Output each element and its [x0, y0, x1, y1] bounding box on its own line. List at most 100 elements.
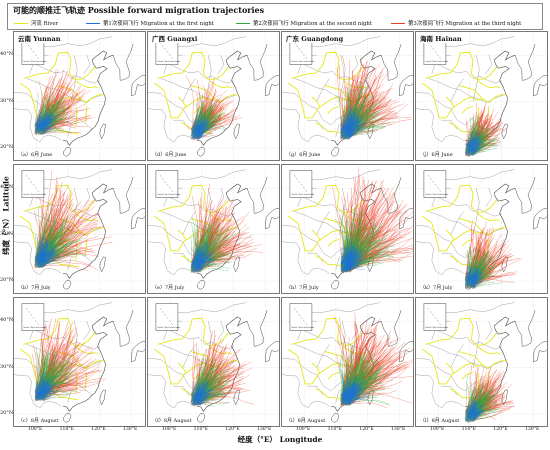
province-border: [307, 253, 324, 263]
lat-tick-label: 40°N: [0, 184, 14, 191]
panel-label: （a）6月 June: [17, 151, 54, 158]
lat-tick-label: 30°N: [0, 97, 14, 104]
river: [291, 51, 364, 80]
map-panel: South China Sea Islands 云南 Yunnan （a）6月 Ju…: [13, 31, 146, 161]
coastline: [380, 177, 402, 214]
river: [425, 317, 498, 346]
coastline: [112, 177, 134, 214]
lon-tick-label: 100°E: [27, 427, 43, 432]
province-border: [441, 253, 458, 263]
lat-tick-label: 40°N: [0, 51, 14, 58]
province-border: [316, 78, 330, 102]
trajectory-map: South China Sea Islands: [282, 32, 413, 160]
trajectory-night1: [465, 130, 486, 157]
province-border: [83, 55, 91, 74]
river: [458, 217, 483, 233]
river: [288, 348, 373, 385]
trajectory-night1: [190, 378, 218, 406]
province-border: [182, 78, 196, 102]
island-outline: [331, 147, 340, 157]
scs-inset-caption: South China Sea Islands: [157, 193, 180, 196]
island-outline: [197, 280, 206, 290]
province-border: [148, 374, 196, 409]
scs-inset-caption: South China Sea Islands: [23, 193, 46, 196]
scs-inset-caption: South China Sea Islands: [157, 326, 180, 329]
river: [23, 317, 96, 346]
column-header: 广东 Guangdong: [285, 33, 345, 43]
trajectory-map: South China Sea Islands: [14, 165, 145, 293]
island-outline: [398, 75, 413, 96]
x-axis-label: 经度（°E） Longitude: [237, 435, 323, 444]
lon-tick-label: 100°E: [295, 427, 311, 432]
legend: 可能的顺推迁飞轨迹 Possible forward migration tra…: [7, 3, 543, 30]
island-outline: [130, 75, 145, 96]
panel-label: （e）7月 July: [151, 284, 186, 291]
coastline: [514, 310, 536, 347]
trajectory-group: [333, 312, 413, 409]
province-border: [472, 321, 480, 368]
map-panel: South China Sea Islands （b）7月 July: [13, 164, 146, 294]
river: [190, 217, 215, 233]
trajectory-group: [336, 54, 412, 140]
island-outline: [532, 208, 547, 229]
river: [327, 105, 340, 114]
trajectory-night1: [34, 235, 62, 269]
scs-inset: South China Sea Islands: [155, 170, 180, 198]
river: [154, 82, 239, 119]
lat-tick-label: 30°N: [0, 363, 14, 370]
river: [157, 51, 230, 80]
trajectory-night1: [464, 395, 487, 422]
river: [75, 107, 78, 128]
province-border: [26, 78, 103, 103]
river: [20, 215, 105, 252]
island-outline: [233, 256, 240, 273]
trajectory-group: [332, 167, 413, 273]
panel-label: （f）8月 August: [151, 417, 193, 424]
province-border: [441, 120, 458, 130]
lon-tick-label: 130°E: [122, 427, 138, 432]
island-outline: [264, 208, 279, 229]
lat-tick-label: 20°N: [0, 410, 14, 417]
island-outline: [197, 147, 206, 157]
river: [177, 96, 187, 108]
panel-label: （b）7月 July: [17, 284, 52, 291]
lat-tick-label: 30°N: [0, 230, 14, 237]
lat-tick-label: 20°N: [0, 144, 14, 151]
lon-tick-label: 120°E: [359, 427, 374, 432]
panel-label: （i）8月 August: [285, 417, 327, 424]
trajectory-group: [34, 69, 95, 136]
province-border: [416, 108, 464, 143]
panel-label: （k）7月 July: [419, 284, 454, 291]
river: [422, 348, 507, 385]
province-border: [70, 55, 78, 102]
lon-tick-label: 110°E: [461, 427, 477, 432]
island-outline: [331, 280, 340, 290]
panel-label: （j）6月 June: [419, 151, 454, 158]
coastline: [197, 50, 248, 146]
river: [157, 184, 230, 213]
scs-inset: South China Sea Islands: [423, 303, 448, 331]
trajectory-group: [464, 220, 523, 290]
province-border: [157, 325, 234, 350]
river: [20, 82, 105, 119]
river: [445, 96, 455, 108]
river: [291, 317, 364, 346]
province-border: [173, 120, 190, 130]
trajectory-night2: [465, 374, 505, 423]
legend-swatch-night3: [391, 22, 405, 24]
map-panel: South China Sea Islands 广西 Guangxi （d）6月 J…: [147, 31, 280, 161]
trajectory-night1: [340, 236, 367, 273]
coastline: [63, 183, 114, 279]
lon-tick-label: 110°E: [193, 427, 209, 432]
trajectory-group: [185, 75, 243, 140]
province-border: [307, 386, 324, 396]
trajectory-night1: [190, 238, 217, 273]
island-outline: [63, 413, 72, 423]
island-outline: [532, 341, 547, 362]
province-border: [416, 374, 464, 409]
lon-tick-label: 120°E: [91, 427, 106, 432]
island-outline: [398, 208, 413, 229]
province-border: [148, 108, 196, 143]
river: [75, 346, 99, 355]
province-border: [416, 241, 464, 276]
